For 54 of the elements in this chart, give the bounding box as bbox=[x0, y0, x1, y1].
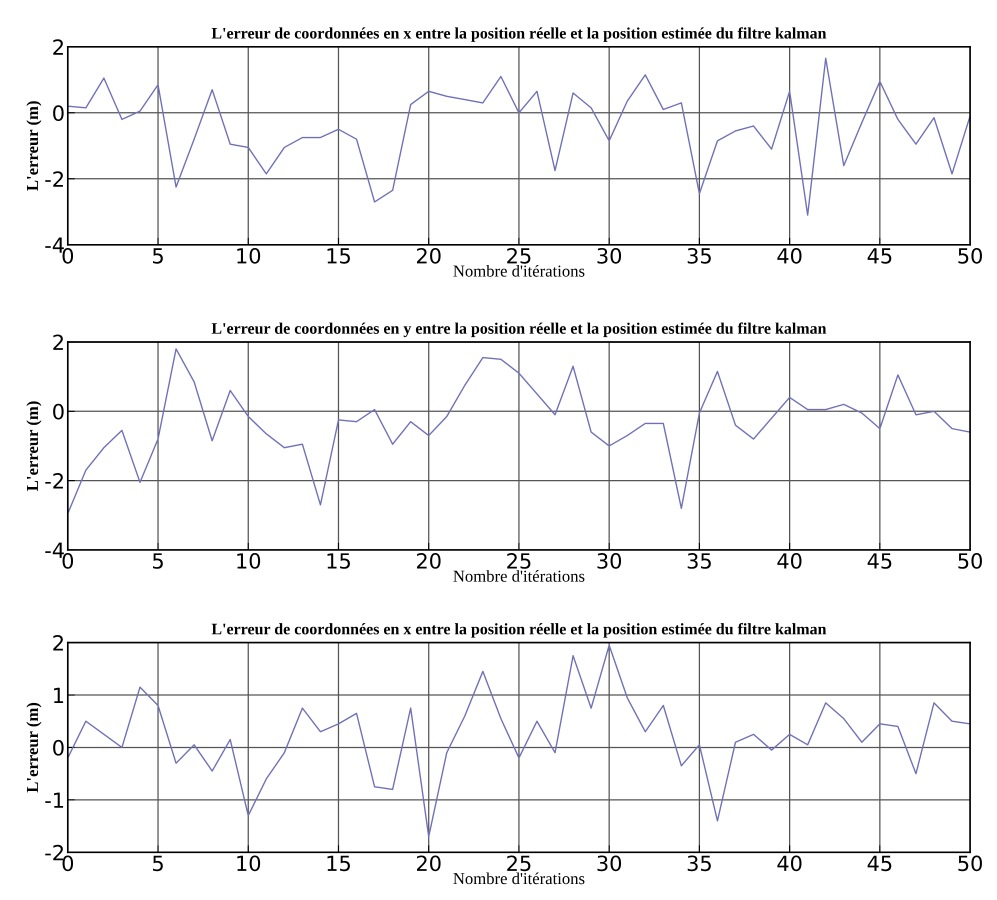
y-tick-label: 0 bbox=[53, 404, 64, 420]
y-tick-label: 2 bbox=[53, 635, 63, 651]
x-tick-label: 5 bbox=[153, 248, 163, 264]
y-tick-label: -2 bbox=[45, 171, 63, 187]
x-axis-title: Nombre d'itérations bbox=[453, 872, 584, 884]
x-tick-label: 30 bbox=[598, 248, 622, 264]
line-series bbox=[68, 348, 970, 514]
x-tick-label: 45 bbox=[868, 553, 892, 569]
x-tick-label: 35 bbox=[688, 553, 711, 569]
x-tick-label: 20 bbox=[416, 855, 441, 872]
y-tick-label: 0 bbox=[53, 105, 64, 122]
x-tick-label: 40 bbox=[777, 855, 802, 872]
y-tick-label: -2 bbox=[45, 844, 63, 860]
x-tick-label: 10 bbox=[237, 248, 260, 264]
x-tick-label: 30 bbox=[598, 855, 622, 872]
x-tick-label: 50 bbox=[958, 553, 982, 569]
x-tick-label: 45 bbox=[868, 856, 892, 872]
x-axis-title: Nombre d'itérations bbox=[453, 264, 584, 277]
y-axis-title: L'erreur (m) bbox=[26, 101, 42, 191]
x-tick-label: 40 bbox=[777, 553, 802, 569]
x-tick-label: 25 bbox=[507, 553, 530, 569]
y-tick-label: 2 bbox=[53, 39, 63, 55]
x-tick-label: 30 bbox=[598, 553, 622, 569]
y-tick-label: -4 bbox=[45, 238, 64, 253]
x-tick-label: 35 bbox=[688, 248, 711, 264]
x-tick-label: 15 bbox=[328, 248, 350, 264]
y-axis-title: L'erreur (m) bbox=[26, 702, 42, 792]
x-tick-label: 5 bbox=[153, 856, 163, 872]
chart-title: L'erreur de coordonnées en x entre la position réelle et la position estimée du filtre kalman bbox=[212, 27, 826, 42]
x-tick-label: 10 bbox=[237, 553, 260, 569]
x-tick-label: 15 bbox=[328, 553, 350, 569]
x-tick-label: 20 bbox=[416, 553, 441, 569]
y-tick-label: -2 bbox=[45, 473, 63, 489]
y-tick-label: -1 bbox=[45, 792, 64, 808]
y-tick-label: 2 bbox=[53, 334, 63, 350]
y-tick-label: -4 bbox=[45, 542, 64, 558]
x-tick-label: 35 bbox=[688, 855, 711, 872]
x-tick-label: 25 bbox=[507, 855, 530, 872]
x-tick-label: 15 bbox=[328, 856, 350, 872]
x-tick-label: 45 bbox=[868, 248, 892, 264]
x-tick-label: 40 bbox=[777, 248, 802, 264]
x-tick-label: 20 bbox=[416, 248, 441, 264]
x-axis-title: Nombre d'itérations bbox=[453, 570, 584, 582]
chart-title: L'erreur de coordonnées en y entre la position réelle et la position estimée du filtre kalman bbox=[212, 322, 826, 338]
x-tick-label: 25 bbox=[507, 248, 530, 264]
x-tick-label: 10 bbox=[237, 855, 260, 872]
x-tick-label: 5 bbox=[153, 553, 163, 569]
chart-title: L'erreur de coordonnées en x entre la position réelle et la position estimée du filtre kalman bbox=[212, 623, 826, 638]
line-series bbox=[68, 58, 970, 216]
x-tick-label: 50 bbox=[958, 248, 982, 264]
y-axis-title: L'erreur (m) bbox=[26, 401, 42, 491]
y-tick-label: 0 bbox=[53, 740, 64, 756]
x-tick-label: 50 bbox=[958, 855, 982, 872]
y-tick-label: 1 bbox=[54, 688, 64, 703]
